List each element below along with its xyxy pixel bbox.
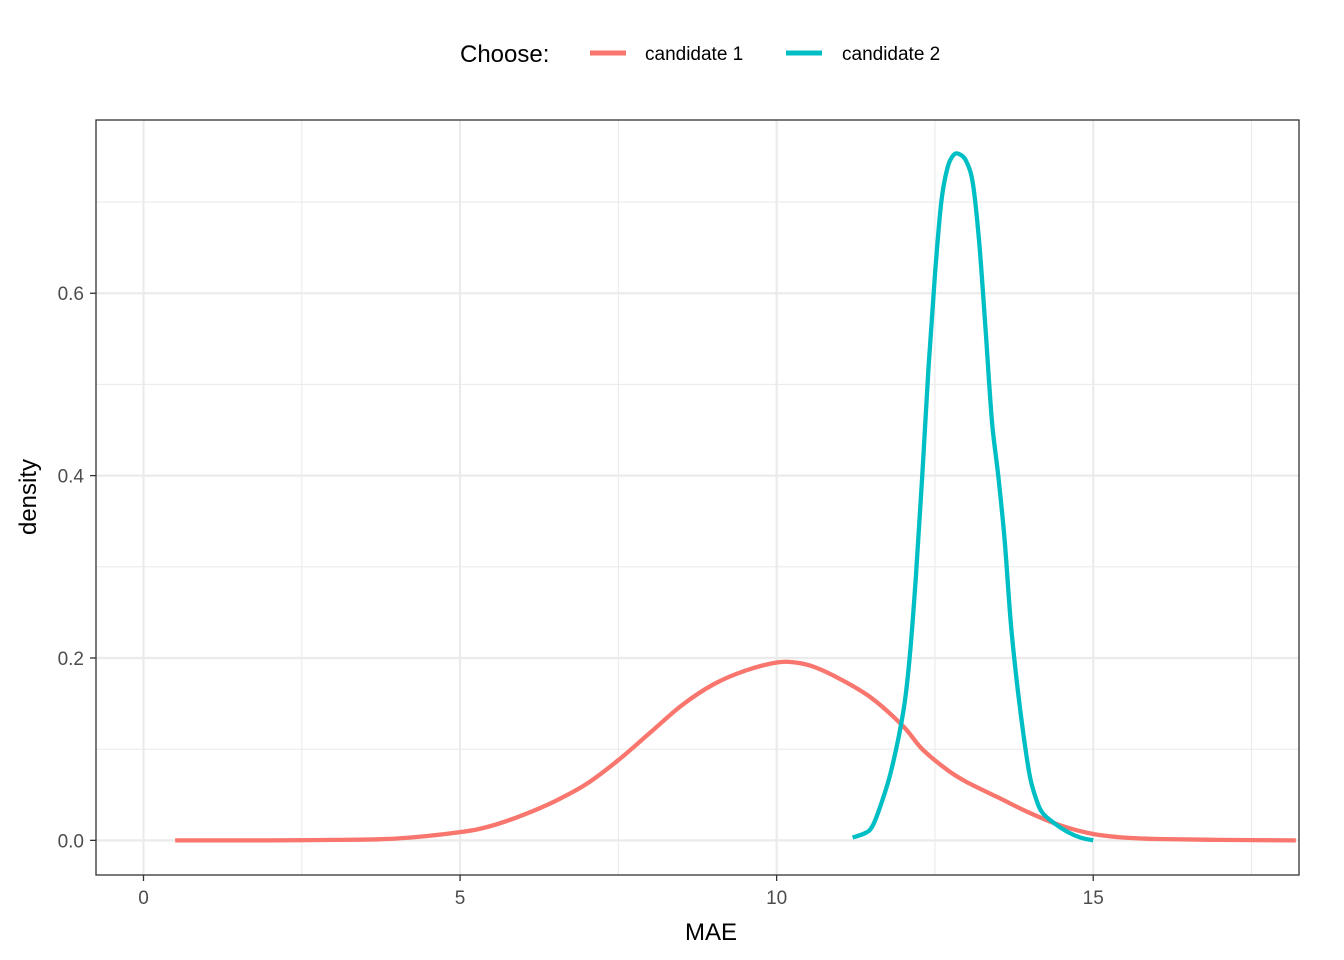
major-gridlines [96, 120, 1299, 875]
legend: Choose: candidate 1 candidate 2 [460, 41, 940, 68]
y-tick-label: 0.0 [58, 831, 84, 852]
legend-label-candidate-1: candidate 1 [645, 44, 743, 65]
x-tick-label: 5 [455, 888, 466, 909]
density-line-candidate-1 [175, 659, 1296, 843]
panel-border [95, 119, 1300, 876]
y-tick-label: 0.6 [58, 284, 84, 305]
legend-label-candidate-2: candidate 2 [842, 44, 940, 65]
y-tick-label: 0.2 [58, 649, 84, 670]
y-tick-label: 0.4 [58, 467, 85, 488]
series-layer [175, 151, 1296, 843]
minor-gridlines [96, 120, 1299, 875]
legend-title: Choose: [460, 41, 549, 68]
panel-background [96, 120, 1299, 875]
x-tick-label: 0 [138, 888, 149, 909]
density-line-candidate-2 [851, 151, 1094, 843]
x-tick-label: 15 [1083, 888, 1104, 909]
plot-panel [95, 119, 1300, 876]
y-axis-title: density [15, 459, 42, 535]
x-axis: 0 5 10 15 [138, 875, 1104, 909]
x-tick-label: 10 [766, 888, 787, 909]
x-axis-title: MAE [685, 919, 737, 946]
y-axis: 0.0 0.2 0.4 0.6 [58, 284, 96, 852]
